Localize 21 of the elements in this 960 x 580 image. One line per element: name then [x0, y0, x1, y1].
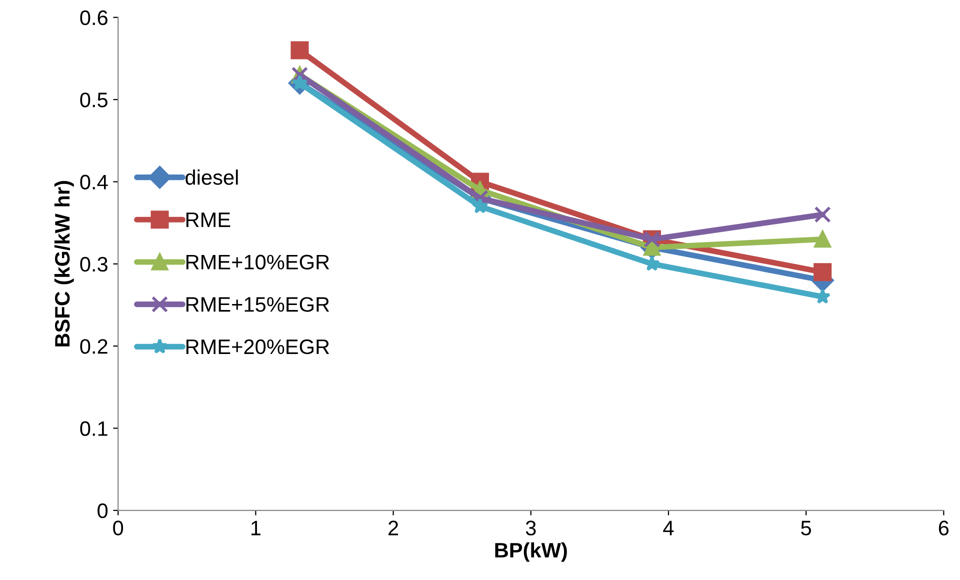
legend-label: RME+10%EGR: [186, 254, 330, 270]
y-tick-label: 0.4: [80, 174, 108, 190]
legend-label: RME: [186, 212, 230, 227]
x-tick-label: 2: [388, 520, 398, 536]
x-tick-label: 3: [526, 520, 536, 536]
legend-label: RME+20%EGR: [186, 339, 330, 354]
y-tick-label: 0.5: [80, 92, 108, 108]
x-tick-label: 5: [801, 520, 811, 536]
x-tick-label: 4: [663, 520, 674, 536]
x-tick-label: 6: [938, 520, 949, 536]
x-axis-title: BP(kW): [495, 542, 567, 562]
y-tick-label: 0.3: [80, 256, 108, 272]
y-tick-label: 0.2: [80, 339, 108, 354]
y-tick-label: 0.1: [80, 421, 108, 436]
x-tick-label: 1: [251, 520, 260, 536]
legend-label: RME+15%EGR: [186, 297, 330, 312]
y-tick-label: 0: [98, 503, 108, 518]
y-tick-label: 0.6: [80, 10, 108, 26]
x-tick-label: 0: [113, 520, 124, 536]
legend-label: diesel: [186, 170, 238, 185]
y-axis-title: BSFC (kG/kW hr): [54, 181, 74, 346]
